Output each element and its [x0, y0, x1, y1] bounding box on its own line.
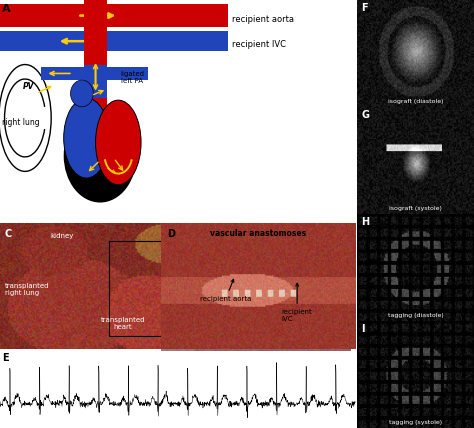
Text: recipient aorta: recipient aorta: [232, 15, 294, 24]
Text: G: G: [362, 110, 370, 120]
Text: right lung: right lung: [2, 118, 40, 127]
Text: D: D: [167, 229, 175, 239]
Text: tagging (systole): tagging (systole): [389, 420, 442, 425]
Bar: [41, 67, 84, 80]
Text: explanted heart/lung: explanted heart/lung: [219, 341, 292, 347]
Text: B: B: [167, 229, 174, 239]
Text: E: E: [2, 353, 9, 363]
Ellipse shape: [64, 98, 109, 178]
Bar: [0, 31, 228, 51]
Text: I: I: [362, 324, 365, 334]
Text: recipient IVC: recipient IVC: [232, 40, 286, 50]
Text: LV: LV: [111, 131, 122, 140]
Text: H: H: [362, 217, 370, 227]
Bar: [109, 241, 219, 336]
Text: RV: RV: [62, 124, 74, 133]
Ellipse shape: [71, 80, 93, 107]
Text: transplanted
heart: transplanted heart: [100, 317, 145, 330]
Ellipse shape: [0, 65, 51, 171]
Text: isograft (diastole): isograft (diastole): [388, 99, 443, 104]
Text: transplanted
right lung: transplanted right lung: [5, 283, 49, 296]
Text: recipient aorta: recipient aorta: [200, 279, 251, 302]
Text: PA: PA: [71, 89, 82, 98]
Text: kidney: kidney: [50, 233, 73, 239]
Bar: [107, 67, 148, 80]
Text: ligated
left PA: ligated left PA: [120, 71, 145, 84]
Text: C: C: [5, 229, 12, 239]
Ellipse shape: [64, 109, 137, 202]
Bar: [84, 0, 107, 138]
Text: isograft (systole): isograft (systole): [389, 206, 442, 211]
Bar: [0, 4, 228, 27]
Ellipse shape: [96, 100, 141, 185]
Text: tagging (diastole): tagging (diastole): [388, 313, 443, 318]
Text: recipient
IVC: recipient IVC: [282, 283, 312, 322]
Text: vascular anastomoses: vascular anastomoses: [210, 229, 306, 238]
Text: PV: PV: [23, 82, 34, 91]
Bar: [84, 65, 107, 98]
Text: A: A: [2, 4, 11, 15]
Text: F: F: [362, 3, 368, 13]
